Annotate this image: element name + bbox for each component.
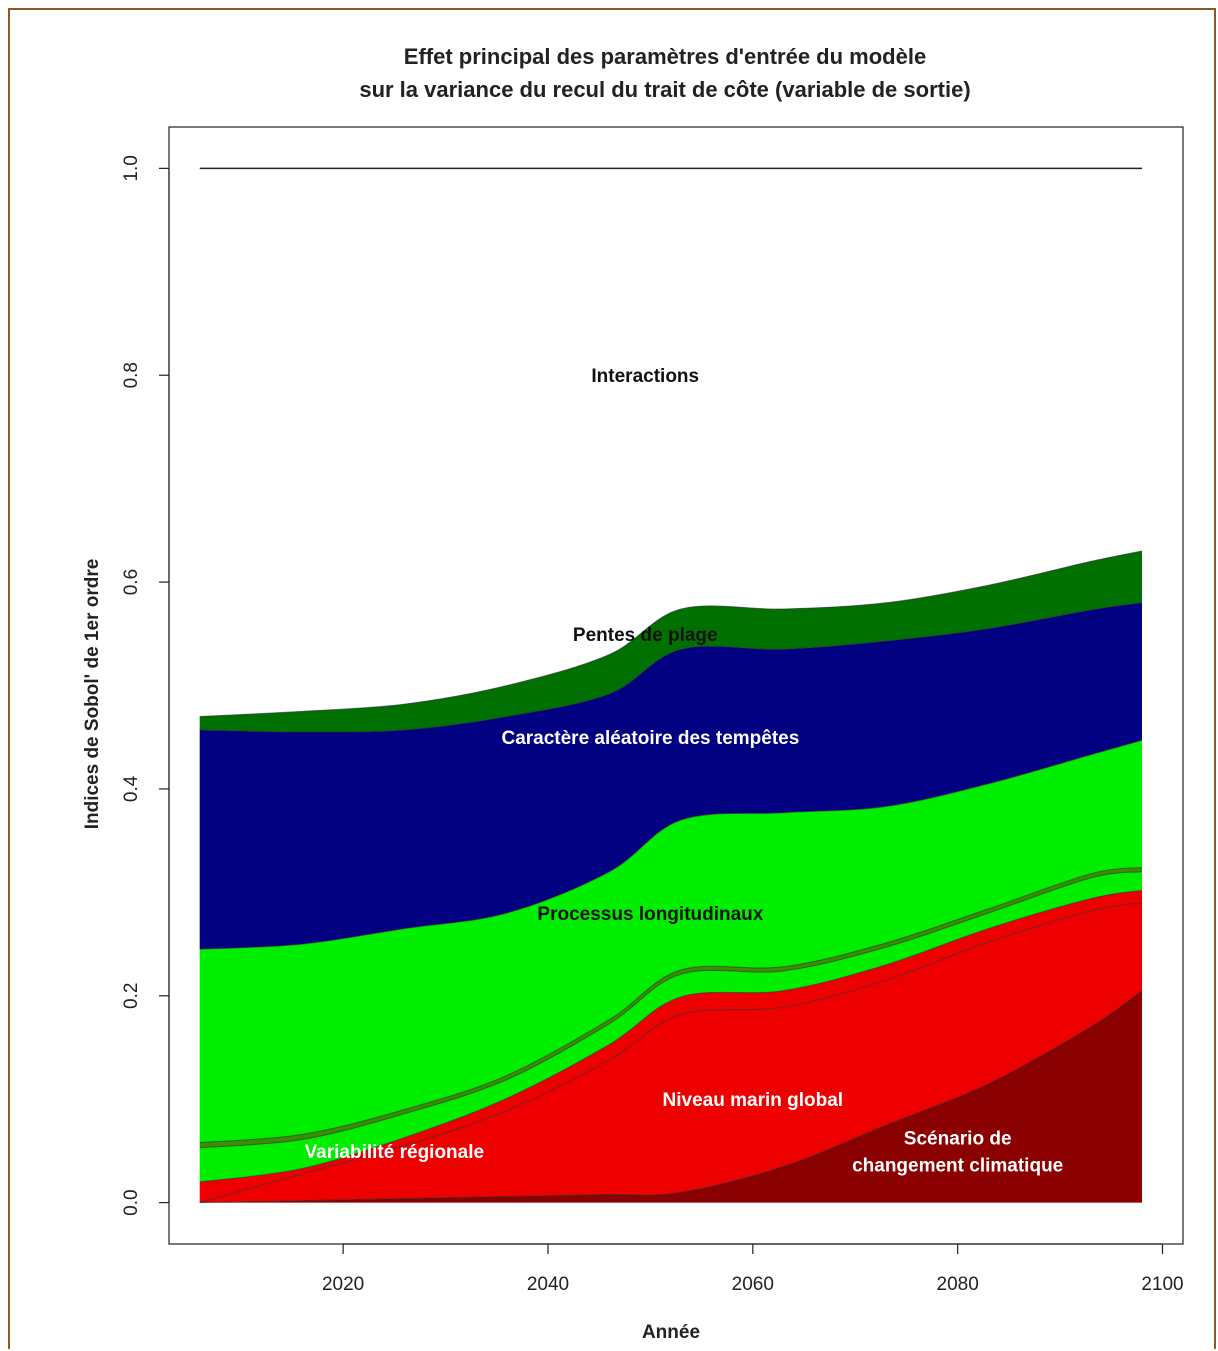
area-boundary-2 <box>199 889 1143 1183</box>
area-label: Caractère aléatoire des tempêtes <box>501 728 799 749</box>
x-tick-label: 2100 <box>1141 1274 1183 1295</box>
area-label: changement climatique <box>852 1155 1063 1176</box>
area-boundary-5 <box>199 739 1143 950</box>
area-boundary-1 <box>199 902 1143 1204</box>
y-tick-label: 0.8 <box>121 362 142 388</box>
area-boundary-0 <box>199 990 1143 1204</box>
area-3 <box>199 871 1142 1182</box>
area-1 <box>199 902 1142 1203</box>
area-boundary-4 <box>199 867 1143 1144</box>
area-label: Processus longitudinaux <box>537 904 763 925</box>
y-tick-label: 0.4 <box>121 775 142 802</box>
x-tick-label: 2020 <box>322 1274 364 1295</box>
area-6 <box>199 602 1142 950</box>
x-tick-label: 2080 <box>937 1274 979 1295</box>
area-boundary-3 <box>199 871 1143 1149</box>
area-2 <box>199 890 1142 1203</box>
area-5 <box>199 740 1142 1143</box>
area-boundaries <box>199 550 1143 1204</box>
area-0 <box>199 990 1142 1203</box>
area-labels: Interactions Pentes de plage Caractère alé… <box>305 366 1064 1176</box>
area-4 <box>199 867 1142 1148</box>
area-label: Interactions <box>591 366 699 387</box>
area-boundary-7 <box>199 550 1143 717</box>
x-axis: 2020 2040 2060 2080 2100 <box>322 1243 1184 1295</box>
y-axis-label: Indices de Sobol' de 1er ordre <box>82 559 103 830</box>
y-tick-label: 1.0 <box>121 155 142 181</box>
stacked-areas <box>199 551 1142 1203</box>
area-label: Niveau marin global <box>663 1090 844 1111</box>
area-7 <box>199 551 1142 733</box>
y-tick-label: 0.6 <box>121 569 142 595</box>
x-axis-label: Année <box>642 1322 700 1343</box>
y-axis: 0.0 0.2 0.4 0.6 0.8 1.0 <box>121 155 170 1216</box>
chart-title-line1: Effet principal des paramètres d'entrée … <box>403 44 927 69</box>
area-label: Scénario de <box>904 1128 1012 1149</box>
y-tick-label: 0.2 <box>121 983 142 1009</box>
area-label: Variabilité régionale <box>305 1142 485 1163</box>
chart-title-line2: sur la variance du recul du trait de côt… <box>359 77 971 102</box>
x-tick-label: 2060 <box>732 1274 774 1295</box>
area-boundary-6 <box>199 602 1143 733</box>
area-label: Pentes de plage <box>573 625 718 646</box>
x-tick-label: 2040 <box>527 1274 569 1295</box>
y-tick-label: 0.0 <box>121 1189 142 1215</box>
